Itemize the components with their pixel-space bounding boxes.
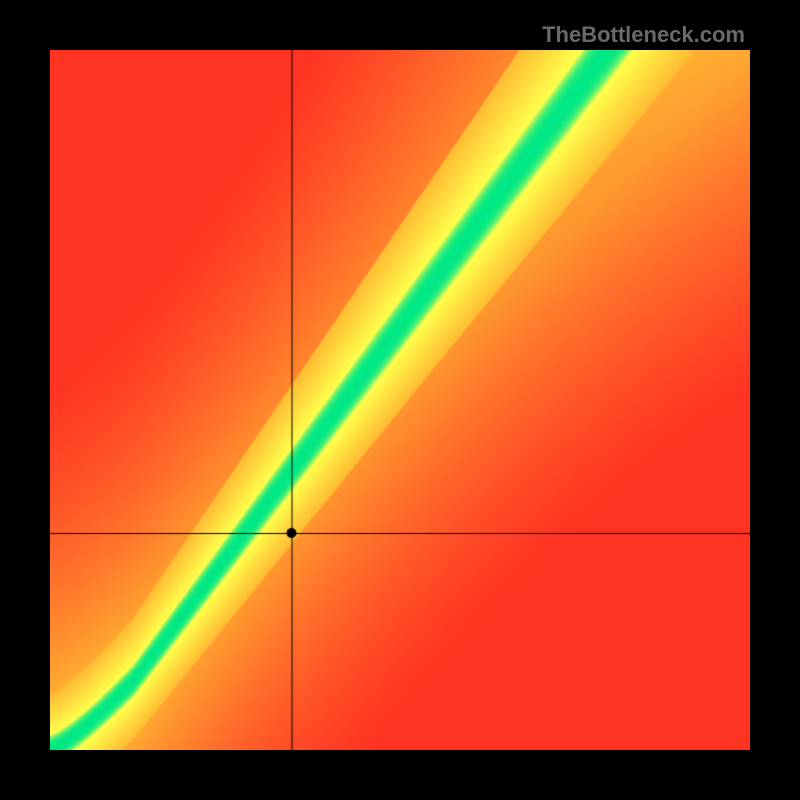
crosshair-canvas bbox=[50, 50, 750, 750]
chart-container: TheBottleneck.com bbox=[0, 0, 800, 800]
watermark-text: TheBottleneck.com bbox=[542, 22, 745, 48]
